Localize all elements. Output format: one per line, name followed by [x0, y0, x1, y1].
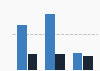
Bar — [83, 56, 93, 70]
Bar — [17, 25, 27, 70]
Bar — [45, 14, 55, 70]
Bar — [73, 53, 82, 70]
Bar — [55, 54, 65, 70]
Bar — [28, 54, 37, 70]
